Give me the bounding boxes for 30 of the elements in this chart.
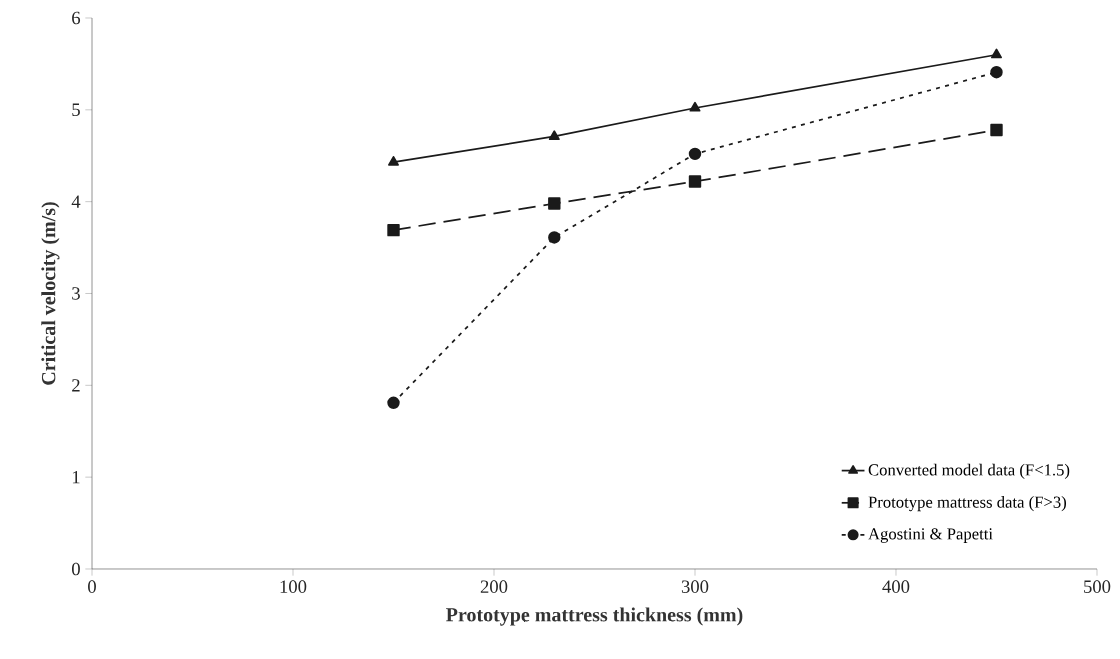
point [548, 197, 561, 210]
x-tick-label: 300 [681, 580, 709, 593]
y-tick-label: 4 [71, 195, 81, 208]
point [688, 175, 702, 188]
y-axis-title: Critical velocity (m/s) [41, 202, 60, 385]
x-axis-title: Prototype mattress thickness (mm) [446, 607, 743, 626]
x-tick-label: 400 [882, 580, 910, 593]
point [388, 155, 399, 166]
point [689, 101, 701, 112]
y-tick-label: 3 [72, 287, 80, 300]
y-tick-label: 0 [72, 562, 80, 576]
point [990, 65, 1003, 79]
point [548, 231, 561, 244]
x-tick-label: 200 [480, 580, 508, 593]
point [688, 147, 702, 161]
point [387, 396, 400, 409]
point [990, 123, 1003, 137]
point [387, 223, 400, 237]
y-tick-label: 2 [72, 379, 80, 392]
y-tick-label: 5 [72, 103, 80, 117]
y-tick-label: 6 [72, 11, 81, 25]
x-tick-label: 500 [1084, 580, 1111, 593]
legend-label: Prototype mattress data (F>3) [868, 496, 1067, 512]
point [991, 48, 1002, 59]
x-tick-label: 100 [280, 580, 307, 593]
y-tick-label: 1 [72, 470, 80, 484]
x-tick-label: 0 [88, 580, 96, 593]
legend-label: Agostini & Papetti [868, 528, 993, 543]
legend-label: Converted model data (F<1.5) [868, 463, 1070, 479]
point [548, 130, 560, 140]
